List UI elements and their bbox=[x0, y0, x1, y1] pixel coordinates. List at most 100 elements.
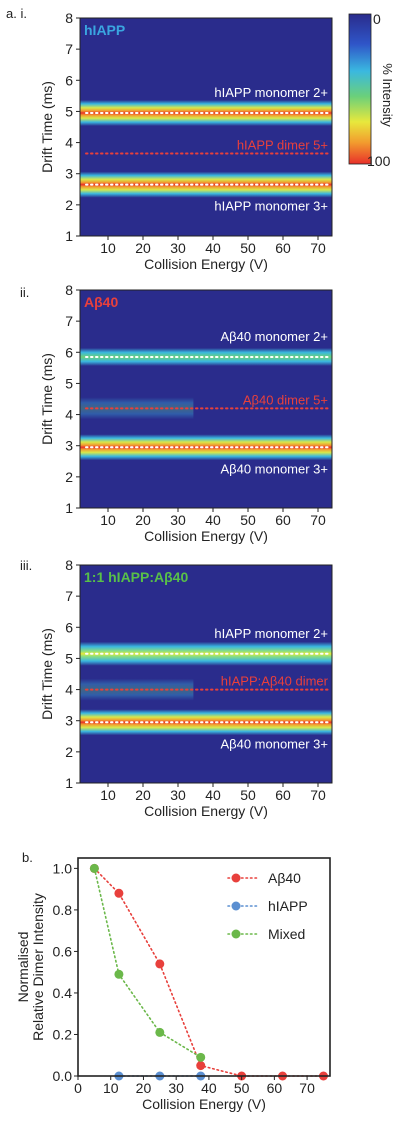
x-tick-label: 40 bbox=[201, 1080, 217, 1096]
y-tick-label: 0.4 bbox=[53, 985, 73, 1001]
x-tick-label: 50 bbox=[240, 787, 256, 803]
legend-label: Mixed bbox=[268, 926, 305, 942]
band-label: hIAPP monomer 2+ bbox=[214, 626, 328, 641]
band-label: hIAPP monomer 3+ bbox=[214, 199, 328, 214]
x-axis-label: Collision Energy (V) bbox=[144, 803, 268, 819]
x-tick-label: 70 bbox=[299, 1080, 315, 1096]
y-tick-label: 2 bbox=[65, 744, 73, 760]
y-tick-label: 5 bbox=[65, 375, 73, 391]
y-axis-label: Relative Dimer Intensity bbox=[30, 893, 46, 1041]
x-tick-label: 10 bbox=[103, 1080, 119, 1096]
x-tick-label: 10 bbox=[100, 787, 116, 803]
y-tick-label: 4 bbox=[65, 682, 73, 698]
x-tick-label: 60 bbox=[275, 240, 291, 256]
band-label: hIAPP dimer 5+ bbox=[237, 137, 328, 152]
series-0 bbox=[89, 863, 328, 1081]
band-label: Aβ40 monomer 2+ bbox=[220, 329, 328, 344]
x-axis-label: Collision Energy (V) bbox=[142, 1096, 266, 1112]
legend-label: Aβ40 bbox=[268, 870, 301, 886]
y-tick-label: 7 bbox=[65, 41, 73, 57]
heatmap-background bbox=[80, 565, 332, 783]
x-tick-label: 70 bbox=[310, 787, 326, 803]
x-tick-label: 40 bbox=[205, 240, 221, 256]
x-tick-label: 70 bbox=[310, 512, 326, 528]
x-tick-label: 10 bbox=[100, 240, 116, 256]
band-label: hIAPP monomer 2+ bbox=[214, 85, 328, 100]
x-tick-label: 60 bbox=[275, 512, 291, 528]
x-tick-label: 40 bbox=[205, 787, 221, 803]
y-tick-label: 5 bbox=[65, 103, 73, 119]
data-point bbox=[196, 1061, 206, 1071]
y-tick-label: 3 bbox=[65, 438, 73, 454]
x-axis-label: Collision Energy (V) bbox=[144, 256, 268, 272]
y-axis-label: Drift Time (ms) bbox=[39, 353, 55, 445]
y-tick-label: 6 bbox=[65, 72, 73, 88]
band-label: hIAPP:Aβ40 dimer bbox=[221, 674, 329, 689]
y-tick-label: 8 bbox=[65, 10, 73, 26]
panel-title: Aβ40 bbox=[84, 294, 118, 310]
heatmap-panel-1: hIAPP monomer 2+ hIAPP dimer 5+ hIAPP mono… bbox=[6, 6, 333, 272]
x-tick-label: 40 bbox=[205, 512, 221, 528]
y-tick-label: 0.0 bbox=[53, 1068, 73, 1084]
y-tick-label: 7 bbox=[65, 588, 73, 604]
panel-title: hIAPP bbox=[84, 22, 125, 38]
x-tick-label: 20 bbox=[136, 1080, 152, 1096]
colorbar-label: % Intensity bbox=[380, 63, 395, 127]
plot-frame bbox=[79, 289, 333, 509]
panel-label: iii. bbox=[20, 558, 32, 573]
x-tick-label: 50 bbox=[240, 240, 256, 256]
y-tick-label: 6 bbox=[65, 344, 73, 360]
x-tick-label: 70 bbox=[310, 240, 326, 256]
y-tick-label: 3 bbox=[65, 166, 73, 182]
y-tick-label: 1 bbox=[65, 775, 73, 791]
series-2 bbox=[89, 863, 206, 1062]
data-point bbox=[196, 1052, 206, 1062]
y-tick-label: 2 bbox=[65, 469, 73, 485]
y-axis-label: Normalised bbox=[15, 932, 31, 1003]
data-point bbox=[155, 959, 165, 969]
x-tick-label: 30 bbox=[170, 787, 186, 803]
y-tick-label: 0.6 bbox=[53, 943, 73, 959]
x-tick-label: 50 bbox=[240, 512, 256, 528]
plot-frame bbox=[79, 17, 333, 237]
y-tick-label: 8 bbox=[65, 557, 73, 573]
colorbar-tick-label: 100 bbox=[367, 153, 391, 169]
y-tick-label: 6 bbox=[65, 619, 73, 635]
heatmap-background bbox=[80, 18, 332, 236]
data-point bbox=[114, 888, 124, 898]
legend-marker bbox=[231, 901, 241, 911]
x-tick-label: 30 bbox=[168, 1080, 184, 1096]
band-label: Aβ40 monomer 3+ bbox=[220, 736, 328, 751]
x-tick-label: 20 bbox=[135, 787, 151, 803]
y-tick-label: 3 bbox=[65, 713, 73, 729]
x-tick-label: 60 bbox=[267, 1080, 283, 1096]
y-tick-label: 8 bbox=[65, 282, 73, 298]
colorbar: 0 100 % Intensity bbox=[348, 11, 395, 169]
x-tick-label: 30 bbox=[170, 512, 186, 528]
y-tick-label: 2 bbox=[65, 197, 73, 213]
y-tick-label: 7 bbox=[65, 313, 73, 329]
panel-title: 1:1 hIAPP:Aβ40 bbox=[84, 569, 188, 585]
legend: Aβ40 hIAPP Mixed bbox=[227, 870, 308, 942]
data-point bbox=[155, 1027, 165, 1037]
x-tick-label: 20 bbox=[135, 512, 151, 528]
legend-marker bbox=[231, 929, 241, 939]
x-tick-label: 30 bbox=[170, 240, 186, 256]
plot-frame bbox=[77, 857, 331, 1077]
y-tick-label: 1 bbox=[65, 228, 73, 244]
x-axis-label: Collision Energy (V) bbox=[144, 528, 268, 544]
y-tick-label: 0.2 bbox=[53, 1026, 73, 1042]
heatmap-panels: hIAPP monomer 2+ hIAPP dimer 5+ hIAPP mono… bbox=[6, 6, 333, 819]
legend-label: hIAPP bbox=[268, 898, 308, 914]
colorbar-tick-label: 0 bbox=[373, 11, 381, 27]
y-axis-label: Drift Time (ms) bbox=[39, 628, 55, 720]
legend-marker bbox=[231, 873, 241, 883]
x-tick-label: 60 bbox=[275, 787, 291, 803]
panel-label: a. i. bbox=[6, 6, 27, 21]
heatmap-panel-3: hIAPP monomer 2+ hIAPP:Aβ40 dimer Aβ40 mon… bbox=[20, 557, 333, 819]
plot-frame bbox=[79, 564, 333, 784]
y-tick-label: 1 bbox=[65, 500, 73, 516]
y-axis-label: Drift Time (ms) bbox=[39, 81, 55, 173]
